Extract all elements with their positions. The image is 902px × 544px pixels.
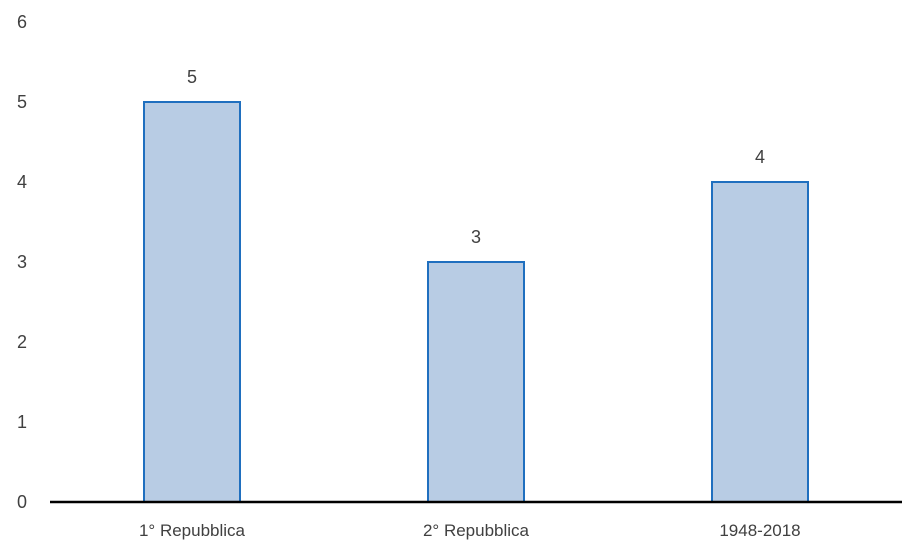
y-tick-label-3: 3	[17, 252, 27, 272]
bar-2	[427, 261, 525, 503]
y-tick-label-4: 4	[17, 172, 27, 192]
data-label-3: 4	[755, 147, 765, 167]
bar-3	[711, 181, 809, 503]
y-tick-label-5: 5	[17, 92, 27, 112]
data-labels: 5 3 4	[187, 67, 765, 247]
bar-1	[143, 101, 241, 503]
category-label-2: 2° Repubblica	[423, 521, 530, 540]
y-tick-label-1: 1	[17, 412, 27, 432]
x-axis-category-labels: 1° Repubblica 2° Repubblica 1948-2018	[139, 521, 801, 540]
category-label-3: 1948-2018	[719, 521, 800, 540]
data-label-2: 3	[471, 227, 481, 247]
category-label-1: 1° Repubblica	[139, 521, 246, 540]
bars	[143, 101, 809, 503]
y-tick-label-0: 0	[17, 492, 27, 512]
y-tick-label-6: 6	[17, 12, 27, 32]
data-label-1: 5	[187, 67, 197, 87]
y-tick-label-2: 2	[17, 332, 27, 352]
y-axis-ticks: 0 1 2 3 4 5 6	[17, 12, 27, 512]
